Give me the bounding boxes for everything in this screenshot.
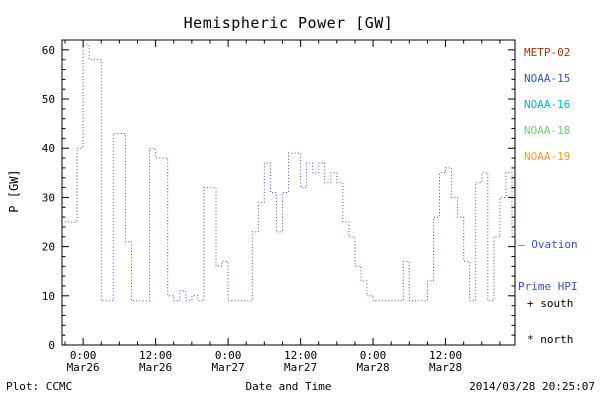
x-axis-label: Date and Time: [245, 380, 332, 393]
x-tick-date-label: Mar27: [212, 361, 245, 374]
x-tick-date-label: Mar26: [139, 361, 172, 374]
x-tick-time-label: 0:00: [70, 349, 97, 362]
y-axis-label: P [GW]: [7, 169, 21, 213]
ovation-annotation: – Ovation Prime HPI: [518, 210, 578, 322]
x-tick-date-label: Mar26: [67, 361, 100, 374]
y-tick-label: 50: [42, 93, 55, 106]
legend-item-noaa-15: NOAA-15: [524, 72, 571, 85]
satellite-legend: METP-02 NOAA-15 NOAA-16 NOAA-18 NOAA-19: [524, 40, 570, 170]
x-tick-time-label: 12:00: [139, 349, 172, 362]
north-marker-label: * north: [527, 333, 574, 346]
legend-item-noaa-16: NOAA-16: [524, 98, 571, 111]
y-tick-label: 30: [42, 191, 55, 204]
legend-item-metp-02: METP-02: [524, 46, 571, 59]
ovation-annotation-line1: – Ovation: [518, 238, 578, 251]
x-tick-date-label: Mar27: [284, 361, 317, 374]
y-tick-label: 0: [48, 339, 55, 352]
chart-title: Hemispheric Power [GW]: [183, 14, 394, 32]
y-tick-label: 40: [42, 142, 55, 155]
legend-item-noaa-19: NOAA-19: [524, 150, 571, 163]
y-tick-label: 10: [42, 290, 55, 303]
plot-source-label: Plot: CCMC: [6, 380, 73, 393]
x-tick-time-label: 0:00: [215, 349, 242, 362]
y-tick-label: 20: [42, 241, 55, 254]
x-tick-date-label: Mar28: [429, 361, 462, 374]
timestamp-label: 2014/03/28 20:25:07: [469, 380, 595, 393]
x-tick-time-label: 0:00: [360, 349, 387, 362]
y-tick-label: 60: [42, 44, 55, 57]
x-tick-time-label: 12:00: [429, 349, 462, 362]
x-tick-date-label: Mar28: [356, 361, 389, 374]
south-marker-label: + south: [527, 297, 574, 310]
x-tick-time-label: 12:00: [284, 349, 317, 362]
legend-item-noaa-18: NOAA-18: [524, 124, 571, 137]
plot-frame: [61, 39, 516, 346]
data-series-line: [65, 44, 513, 302]
ovation-annotation-line2: Prime HPI: [518, 280, 578, 293]
